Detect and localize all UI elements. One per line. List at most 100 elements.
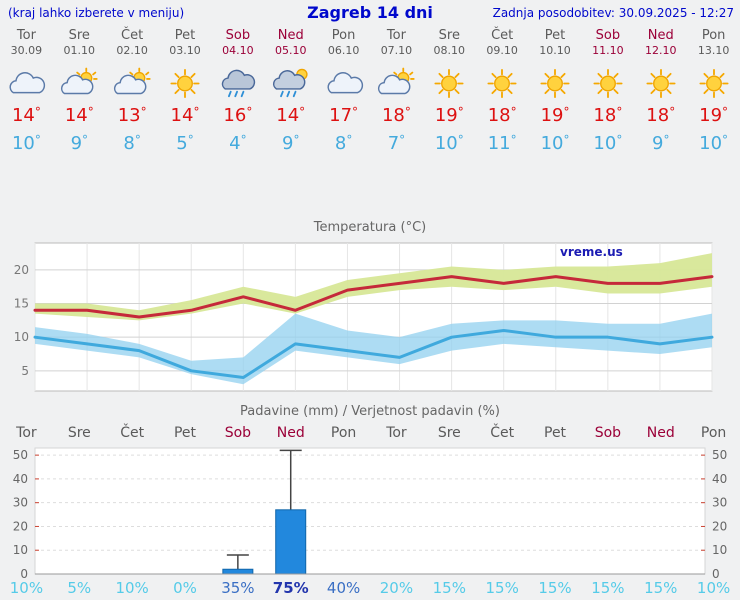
precip-day-label: Sre [67,425,91,441]
day-date: 07.10 [380,44,413,57]
day-date: 13.10 [697,44,730,57]
sun-icon [170,68,200,98]
day-name: Pon [331,28,356,43]
day-column[interactable]: Tor 30.09 14° 10° [0,28,53,154]
day-column[interactable]: Sre 01.10 14° 9° [53,28,106,154]
high-temperature: 18° [593,105,623,126]
day-column[interactable]: Ned 05.10 14° 9° [264,28,317,154]
precip-axis-tick-label: 30 [712,496,727,510]
forecast-strip: Tor 30.09 14° 10° Sre 01.10 14° 9° Čet 0… [0,28,740,154]
day-column[interactable]: Pet 10.10 19° 10° [529,28,582,154]
high-temperature: 19° [699,105,729,126]
day-column[interactable]: Čet 09.10 18° 11° [476,28,529,154]
day-column[interactable]: Pon 06.10 17° 8° [317,28,370,154]
day-date: 11.10 [592,44,624,57]
precip-chart-title: Padavine (mm) / Verjetnost padavin (%) [240,404,500,419]
sun-icon [699,68,729,98]
day-name: Tor [16,28,36,43]
low-temperature: 9° [282,133,300,154]
high-temperature: 14° [170,105,200,126]
precip-day-label: Pon [700,425,727,441]
precip-probability: 10% [9,579,44,597]
high-temperature: 19° [434,105,464,126]
high-temperature: 17° [329,105,359,126]
precip-day-label: Sob [224,425,252,441]
precip-day-label: Tor [16,425,37,441]
precip-bar [222,568,254,575]
day-name: Sre [438,28,460,43]
low-temperature: 8° [123,133,141,154]
precip-axis-tick-label: 0 [712,567,720,580]
precip-day-labels: Tor Sre Čet Pet Sob Ned Pon Tor Sre Čet Pet Sob Ned P… [0,425,740,441]
temp-axis-tick-label: 20 [14,263,29,277]
high-temperature: 19° [540,105,570,126]
day-date: 10.10 [539,44,571,57]
sun-icon [487,68,517,98]
rain-cloud-icon [221,69,256,97]
sun-icon [593,68,623,98]
day-column[interactable]: Pet 03.10 14° 5° [159,28,212,154]
temp-axis-tick-label: 15 [14,297,29,311]
low-temperature: 5° [176,133,194,154]
precip-probability: 40% [326,579,361,597]
sun-cloud-icon [61,67,98,94]
day-column[interactable]: Sre 08.10 19° 10° [423,28,476,154]
low-temperature: 9° [652,133,670,154]
temp-chart-title: Temperatura (°C) [313,220,427,235]
precip-probability: 15% [432,579,466,597]
precip-bar [275,509,307,575]
precip-axis-tick-label: 30 [13,496,28,510]
precip-probability: 10% [696,579,731,597]
precip-probability: 15% [644,579,678,597]
precip-axis-tick-label: 40 [712,472,727,486]
weather-icon [317,64,370,102]
weather-icon [0,64,53,102]
precip-axis-tick-label: 40 [13,472,28,486]
precip-day-label: Pon [330,425,357,441]
weather-icon [53,64,106,102]
precip-probability: 15% [485,579,519,597]
day-column[interactable]: Sob 11.10 18° 10° [581,28,634,154]
day-name: Tor [386,28,406,43]
day-column[interactable]: Čet 02.10 13° 8° [106,28,159,154]
day-date: 01.10 [63,44,96,57]
weather-icon [476,64,529,102]
precipitation-chart: 0 0 10 10 20 20 30 30 40 40 50 50 [13,447,727,580]
precip-probability: 10% [115,579,149,597]
weather-icon [529,64,582,102]
day-date: 08.10 [433,44,466,57]
high-temperature: 14° [11,105,41,126]
day-column[interactable]: Sob 04.10 16° 4° [211,28,264,154]
low-temperature: 10° [540,133,570,154]
day-name: Pet [174,28,196,43]
low-temperature: 10° [593,133,623,154]
day-date: 03.10 [169,44,201,57]
cloud-icon [327,71,363,93]
high-temperature: 14° [64,105,94,126]
day-date: 09.10 [486,44,518,57]
day-column[interactable]: Pon 13.10 19° 10° [687,28,740,154]
precip-probability: 20% [379,579,414,597]
high-temperature: 13° [117,105,147,126]
day-column[interactable]: Tor 07.10 18° 7° [370,28,423,154]
low-temperature: 4° [229,133,247,154]
precip-probability: 35% [221,579,255,597]
sun-cloud-icon [378,67,416,94]
precip-day-label: Sob [594,425,622,441]
cloud-icon [9,71,46,93]
low-temperature: 10° [699,133,729,154]
day-column[interactable]: Ned 12.10 18° 9° [634,28,687,154]
high-temperature: 16° [223,105,253,126]
precip-probability: 0% [173,579,197,597]
weather-icon [581,64,634,102]
precip-axis-tick-label: 20 [13,519,28,533]
high-temperature: 18° [381,105,411,126]
page-title: Zagreb 14 dni [307,3,433,22]
precip-probability: 15% [538,579,572,597]
weather-icon [370,64,423,102]
day-name: Pet [544,28,566,43]
day-name: Sob [225,28,251,43]
weather-icon [423,64,476,102]
last-update: Zadnja posodobitev: 30.09.2025 - 12:27 [492,6,734,20]
precip-probability: 75% [272,579,309,597]
